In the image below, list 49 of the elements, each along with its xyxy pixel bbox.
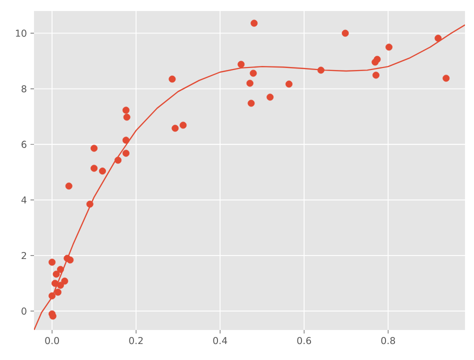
- point: [49, 312, 56, 320]
- point: [180, 122, 187, 129]
- x-tick-label: 0.8: [381, 337, 396, 344]
- point: [317, 66, 324, 74]
- point: [56, 266, 64, 273]
- point: [250, 20, 258, 27]
- point: [250, 70, 257, 77]
- point: [374, 56, 381, 63]
- y-tick-label: 4: [21, 196, 26, 204]
- point: [246, 80, 254, 87]
- point: [442, 74, 450, 82]
- point: [434, 34, 442, 42]
- point: [122, 136, 130, 144]
- point: [66, 256, 74, 264]
- point: [54, 288, 62, 296]
- point: [98, 168, 106, 175]
- point: [123, 114, 130, 121]
- point: [342, 30, 349, 37]
- point: [86, 200, 94, 208]
- x-tick-label: 0.2: [129, 337, 143, 344]
- y-tick-label: 0: [22, 308, 26, 315]
- point: [168, 76, 176, 83]
- y-tick-label: 2: [22, 252, 26, 260]
- point: [48, 292, 56, 300]
- point: [172, 124, 179, 132]
- point: [56, 282, 64, 289]
- point: [248, 100, 255, 107]
- y-tick-label: 10: [16, 30, 26, 37]
- x-tick-label: 0.6: [297, 337, 312, 344]
- point: [48, 258, 56, 266]
- point: [52, 280, 59, 287]
- line-series: [34, 24, 466, 330]
- point: [114, 156, 122, 164]
- point: [238, 60, 245, 68]
- x-tick-label: 0.0: [45, 337, 59, 344]
- point: [90, 164, 98, 172]
- point: [266, 94, 274, 101]
- point: [385, 44, 392, 51]
- point: [122, 150, 130, 157]
- y-tick-label: 6: [22, 140, 26, 148]
- point: [90, 144, 98, 152]
- y-tick-label: 8: [22, 85, 26, 92]
- x-tick-label: 0.4: [213, 337, 228, 344]
- point: [52, 270, 60, 278]
- point: [285, 80, 292, 88]
- point: [122, 106, 130, 114]
- point: [61, 278, 68, 285]
- point: [372, 72, 380, 79]
- point: [65, 182, 72, 190]
